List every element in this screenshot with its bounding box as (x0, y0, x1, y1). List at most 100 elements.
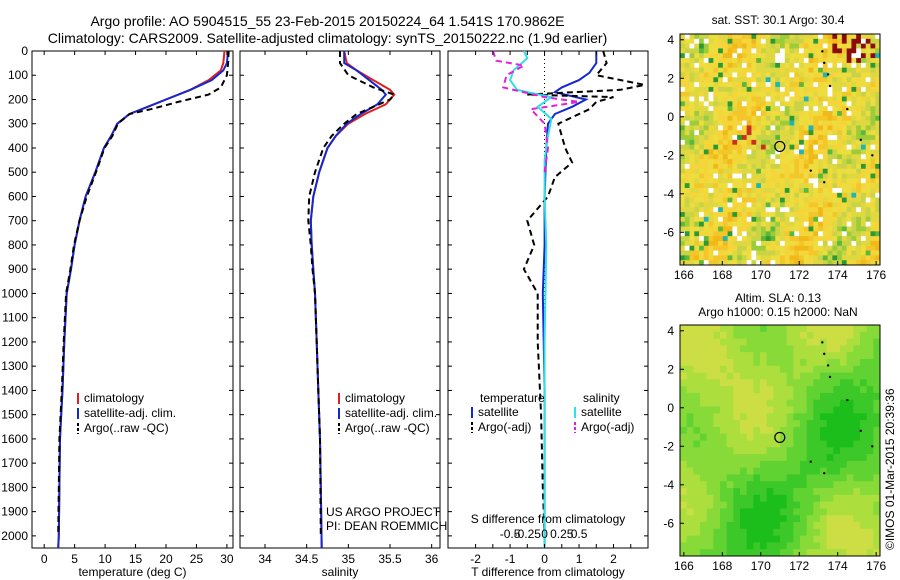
sla-cell (740, 494, 748, 503)
sla-cell (853, 331, 861, 339)
sla-cell (840, 413, 848, 421)
sst-cell (827, 125, 833, 131)
sst-cell (699, 163, 705, 170)
sst-cell (699, 43, 705, 49)
sla-cell (760, 508, 768, 516)
sst-cell (870, 178, 876, 184)
sla-cell (760, 399, 768, 407)
sst-cell (851, 207, 857, 213)
sst-cell (694, 106, 700, 112)
sla-cell (713, 331, 721, 339)
sst-cell (827, 260, 833, 266)
sla-cell (773, 413, 781, 421)
sst-cell (732, 154, 738, 160)
sst-cell (813, 58, 819, 64)
sla-cell (826, 467, 834, 475)
sla-cell (726, 413, 734, 421)
sla-cell (873, 481, 881, 489)
sla-cell (693, 345, 701, 353)
sst-cell (799, 53, 805, 59)
sst-cell (713, 188, 719, 194)
sst-cell (789, 159, 795, 165)
sst-cell (799, 197, 805, 203)
sst-cell (870, 106, 876, 112)
sla-cell (820, 386, 828, 394)
sst-cell (822, 197, 829, 203)
sst-cell (832, 111, 838, 117)
sst-cell (689, 207, 695, 213)
s-axis-label: S difference from climatology (471, 512, 626, 526)
coastline-dot (871, 154, 874, 157)
sst-cell (832, 34, 838, 40)
sst-cell (803, 183, 809, 189)
sla-cell (720, 331, 728, 339)
sst-cell (865, 130, 871, 136)
sst-cell (803, 159, 809, 165)
sla-cell (720, 440, 728, 448)
sst-cell (775, 188, 781, 194)
sst-cell (827, 154, 833, 160)
sst-cell (699, 62, 705, 69)
sla-cell (726, 501, 734, 509)
sst-cell (818, 236, 824, 242)
sst-cell (832, 260, 838, 266)
sst-cell (827, 62, 833, 69)
sla-cell (806, 447, 814, 455)
sst-cell (870, 43, 876, 49)
sla-cell (726, 494, 734, 503)
sst-cell (751, 250, 757, 256)
sst-cell (732, 188, 738, 194)
sst-cell (837, 207, 843, 213)
sst-cell (803, 207, 809, 213)
sla-cell (780, 481, 788, 489)
sst-cell (784, 149, 790, 155)
sst-cell (770, 183, 776, 189)
sst-cell (727, 260, 733, 266)
sst-cell (808, 72, 814, 78)
sst-cell (813, 255, 819, 261)
sla-cell (833, 488, 841, 496)
sst-cell (732, 163, 738, 170)
sla-cell (860, 440, 868, 448)
sst-cell (851, 212, 857, 218)
sst-cell (746, 226, 752, 232)
sla-cell (686, 440, 694, 448)
sst-cell (794, 236, 800, 242)
sst-cell (746, 212, 752, 218)
sla-cell (713, 392, 721, 401)
sst-cell (837, 125, 843, 131)
sla-cell (786, 501, 794, 509)
sst-cell (870, 125, 876, 131)
coastline-dot (821, 50, 824, 53)
sla-cell (686, 365, 694, 373)
sst-cell (851, 236, 857, 242)
sst-cell (841, 240, 848, 247)
sst-cell (751, 120, 757, 126)
sst-cell (875, 91, 881, 97)
sst-cell (860, 173, 867, 179)
sst-cell (737, 135, 743, 141)
sst-cell (813, 120, 819, 126)
sst-cell (756, 216, 762, 223)
sst-cell (703, 106, 709, 112)
sst-cell (837, 212, 843, 218)
sst-cell (875, 250, 881, 256)
sst-cell (799, 173, 805, 179)
sst-cell (708, 154, 714, 160)
sla-cell (746, 386, 754, 394)
coastline-dot (823, 181, 826, 184)
sst-cell (856, 38, 862, 45)
sst-cell (837, 91, 843, 97)
sla-cell (713, 467, 721, 475)
sla-cell (800, 386, 808, 394)
sst-cell (756, 58, 762, 64)
sst-cell (784, 144, 790, 150)
sla-cell (826, 447, 834, 455)
sst-cell (803, 260, 809, 266)
sst-cell (722, 67, 729, 73)
sla-cell (746, 372, 754, 380)
sla-cell (793, 467, 801, 475)
sst-cell (832, 67, 838, 73)
sst-cell (699, 115, 705, 122)
sst-cell (780, 221, 786, 227)
